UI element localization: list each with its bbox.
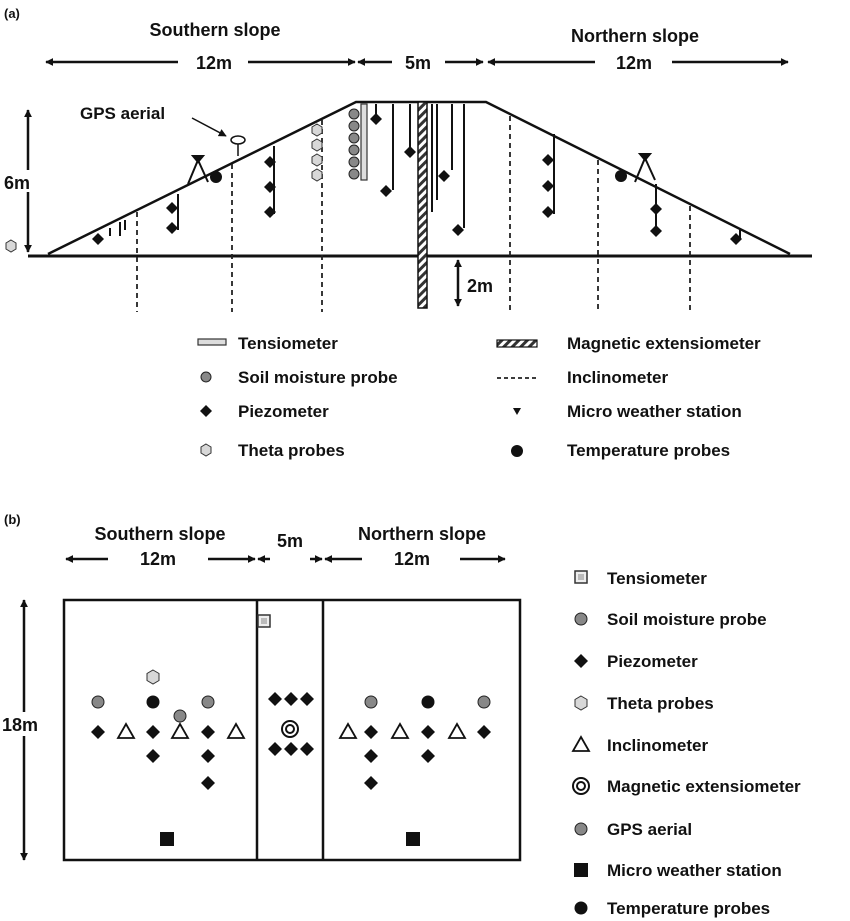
legend-a: Tensiometer Soil moisture probe Piezomet… bbox=[197, 334, 761, 460]
temperature-probe-a-2 bbox=[615, 170, 627, 182]
crest-width-label-b: 5m bbox=[277, 531, 303, 551]
panel-b-label: (b) bbox=[4, 512, 21, 527]
soil-moisture-probes-a bbox=[348, 108, 360, 180]
crest-width-label-a: 5m bbox=[405, 53, 431, 73]
length-label: 18m bbox=[2, 715, 38, 735]
panel-a: (a) Southern slope Northern slope 12m 5m… bbox=[4, 6, 812, 460]
legend-b-inclinometer: Inclinometer bbox=[607, 736, 708, 755]
temperature-probe-a-1 bbox=[210, 171, 222, 183]
legend-b-tensiometer: Tensiometer bbox=[607, 569, 707, 588]
northern-slope-title-a: Northern slope bbox=[571, 26, 699, 46]
micro-weather-station-b-1 bbox=[160, 832, 174, 846]
legend-a-magnetic: Magnetic extensiometer bbox=[567, 334, 761, 353]
soil-moisture-probes-b bbox=[91, 695, 491, 709]
gps-aerial-b bbox=[173, 709, 187, 723]
legend-a-soil-moisture: Soil moisture probe bbox=[238, 368, 398, 387]
legend-b: Tensiometer Soil moisture probe Piezomet… bbox=[571, 569, 801, 918]
magnetic-extensiometer-b bbox=[281, 720, 299, 738]
legend-b-temperature: Temperature probes bbox=[607, 899, 770, 918]
panel-a-label: (a) bbox=[4, 6, 20, 21]
legend-b-theta: Theta probes bbox=[607, 694, 714, 713]
piezometers-a bbox=[92, 113, 742, 245]
piezometers-b bbox=[91, 692, 491, 790]
plan-outline bbox=[62, 598, 522, 862]
inclinometers-b bbox=[116, 722, 467, 739]
legend-b-piezometer: Piezometer bbox=[607, 652, 698, 671]
south-width-label-a: 12m bbox=[196, 53, 232, 73]
legend-b-weather: Micro weather station bbox=[607, 861, 782, 880]
height-label: 6m bbox=[4, 173, 30, 193]
legend-a-inclinometer: Inclinometer bbox=[567, 368, 668, 387]
depth-label: 2m bbox=[467, 276, 493, 296]
southern-slope-title-a: Southern slope bbox=[149, 20, 280, 40]
legend-b-soil-moisture: Soil moisture probe bbox=[607, 610, 767, 629]
piezometer-lines-crest bbox=[375, 104, 465, 228]
temperature-probe-b-1 bbox=[146, 695, 160, 709]
legend-a-weather: Micro weather station bbox=[567, 402, 742, 421]
gps-aerial-label-a: GPS aerial bbox=[80, 104, 165, 123]
gps-aerial-a bbox=[230, 135, 246, 145]
legend-a-theta: Theta probes bbox=[238, 441, 345, 460]
legend-b-magnetic: Magnetic extensiometer bbox=[607, 777, 801, 796]
northern-slope-title-b: Northern slope bbox=[358, 524, 486, 544]
legend-a-tensiometer: Tensiometer bbox=[238, 334, 338, 353]
south-width-label-b: 12m bbox=[140, 549, 176, 569]
north-width-label-a: 12m bbox=[616, 53, 652, 73]
legend-a-temperature: Temperature probes bbox=[567, 441, 730, 460]
piezometer-lines-slopes bbox=[109, 134, 741, 238]
legend-b-gps: GPS aerial bbox=[607, 820, 692, 839]
north-width-label-b: 12m bbox=[394, 549, 430, 569]
legend-a-piezometer: Piezometer bbox=[238, 402, 329, 421]
tensiometer-a bbox=[360, 103, 368, 181]
micro-weather-station-b-2 bbox=[406, 832, 420, 846]
theta-probes-a bbox=[5, 123, 323, 253]
theta-probe-b bbox=[146, 669, 160, 685]
magnetic-extensiometer-a bbox=[417, 101, 428, 309]
panel-b: (b) Southern slope Northern slope 12m 5m… bbox=[2, 512, 801, 918]
micro-weather-stations-a bbox=[187, 153, 656, 185]
inclinometer-lines bbox=[136, 116, 691, 312]
southern-slope-title-b: Southern slope bbox=[94, 524, 225, 544]
temperature-probe-b-2 bbox=[421, 695, 435, 709]
